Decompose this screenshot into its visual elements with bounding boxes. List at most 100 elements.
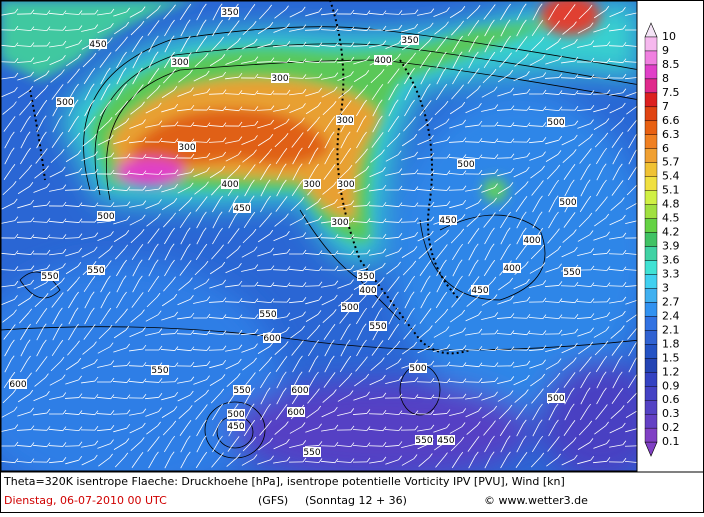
colorbar-segment (645, 428, 657, 442)
footer-caption: Theta=320K isentrope Flaeche: Druckhoehe… (3, 475, 565, 488)
colorbar-label: 2.7 (662, 295, 680, 308)
contour-label: 300 (178, 143, 195, 153)
colorbar-label: 0.6 (662, 393, 680, 406)
colorbar-label: 3.3 (662, 267, 680, 280)
colorbar-segment (645, 372, 657, 386)
colorbar-label: 7.5 (662, 86, 680, 99)
colorbar-label: 4.2 (662, 226, 680, 239)
contour-label: 500 (227, 410, 244, 420)
contour-label: 350 (357, 272, 374, 282)
footer-site: © www.wetter3.de (484, 494, 588, 507)
footer-date: Dienstag, 06-07-2010 00 UTC (4, 494, 167, 507)
colorbar-segment (645, 358, 657, 372)
colorbar-label: 5.4 (662, 170, 680, 183)
contour-label: 500 (547, 118, 564, 128)
contour-label: 300 (303, 180, 320, 190)
contour-label: 500 (547, 394, 564, 404)
colorbar-segment (645, 37, 657, 51)
contour-label: 300 (171, 58, 188, 68)
contour-label: 450 (437, 436, 454, 446)
wind-barb (1, 62, 15, 63)
footer-run: (Sonntag 12 + 36) (305, 494, 407, 507)
colorbar-label: 5.7 (662, 156, 680, 169)
contour-label: 400 (523, 236, 540, 246)
contour-label: 450 (233, 204, 250, 214)
colorbar-segment (645, 65, 657, 79)
colorbar-label: 8.5 (662, 58, 680, 71)
colorbar: 1098.587.576.66.365.75.45.14.84.54.23.93… (645, 23, 680, 456)
colorbar-label: 8 (662, 72, 669, 85)
contour-label: 550 (303, 448, 320, 458)
colorbar-segment (645, 107, 657, 121)
contour-label: 500 (56, 98, 73, 108)
contour-label: 500 (559, 198, 576, 208)
contour-label: 500 (341, 303, 358, 313)
colorbar-label: 4.5 (662, 212, 680, 225)
colorbar-label: 2.4 (662, 309, 680, 322)
contour-label: 300 (331, 218, 348, 228)
colorbar-label: 3.9 (662, 240, 680, 253)
colorbar-label: 1.2 (662, 365, 680, 378)
contour-label: 350 (221, 8, 238, 18)
contour-label: 600 (287, 408, 304, 418)
colorbar-segment (645, 191, 657, 205)
colorbar-segment (645, 205, 657, 219)
contour-label: 300 (336, 116, 353, 126)
colorbar-segment (645, 330, 657, 344)
colorbar-label: 6.3 (662, 128, 680, 141)
colorbar-label: 3.6 (662, 254, 680, 267)
map-field: 350 300 450 300 500 300 300 400 350 500 300 400 450 3… (0, 0, 660, 500)
colorbar-segment (645, 316, 657, 330)
contour-label: 550 (563, 268, 580, 278)
colorbar-label: 0.2 (662, 421, 680, 434)
colorbar-label: 9 (662, 44, 669, 57)
colorbar-segment (645, 51, 657, 65)
colorbar-label: 7 (662, 100, 669, 113)
colorbar-segment (645, 302, 657, 316)
colorbar-segment (645, 400, 657, 414)
colorbar-segment (645, 219, 657, 233)
colorbar-segment (645, 274, 657, 288)
contour-label: 600 (263, 334, 280, 344)
colorbar-segment (645, 233, 657, 247)
footer-model: (GFS) (258, 494, 288, 507)
contour-label: 550 (233, 386, 250, 396)
colorbar-label: 4.8 (662, 198, 680, 211)
contour-label: 350 (401, 36, 418, 46)
colorbar-label: 0.3 (662, 407, 680, 420)
colorbar-segment (645, 177, 657, 191)
colorbar-segment (645, 121, 657, 135)
colorbar-segment (645, 79, 657, 93)
colorbar-segment (645, 93, 657, 107)
contour-label: 400 (503, 264, 520, 274)
contour-label: 550 (87, 266, 104, 276)
contour-label: 400 (359, 286, 376, 296)
contour-label: 400 (374, 56, 391, 66)
contour-label: 450 (471, 286, 488, 296)
contour-label: 600 (9, 380, 26, 390)
contour-label: 450 (439, 216, 456, 226)
colorbar-label: 1.8 (662, 337, 680, 350)
contour-label: 550 (369, 322, 386, 332)
colorbar-label: 6 (662, 142, 669, 155)
colorbar-segment (645, 247, 657, 261)
colorbar-segment (645, 135, 657, 149)
colorbar-segment (645, 386, 657, 400)
colorbar-segment (645, 163, 657, 177)
contour-label: 500 (97, 212, 114, 222)
contour-label: 550 (151, 366, 168, 376)
wind-barb (49, 30, 63, 31)
contour-label: 450 (89, 40, 106, 50)
colorbar-label: 1.5 (662, 351, 680, 364)
colorbar-label: 6.6 (662, 114, 680, 127)
contour-label: 500 (457, 160, 474, 170)
colorbar-label: 0.9 (662, 379, 680, 392)
contour-label: 450 (227, 422, 244, 432)
contour-label: 550 (41, 272, 58, 282)
colorbar-label: 2.1 (662, 323, 680, 336)
contour-label: 600 (291, 386, 308, 396)
contour-label: 550 (415, 436, 432, 446)
colorbar-label: 0.1 (662, 435, 680, 448)
